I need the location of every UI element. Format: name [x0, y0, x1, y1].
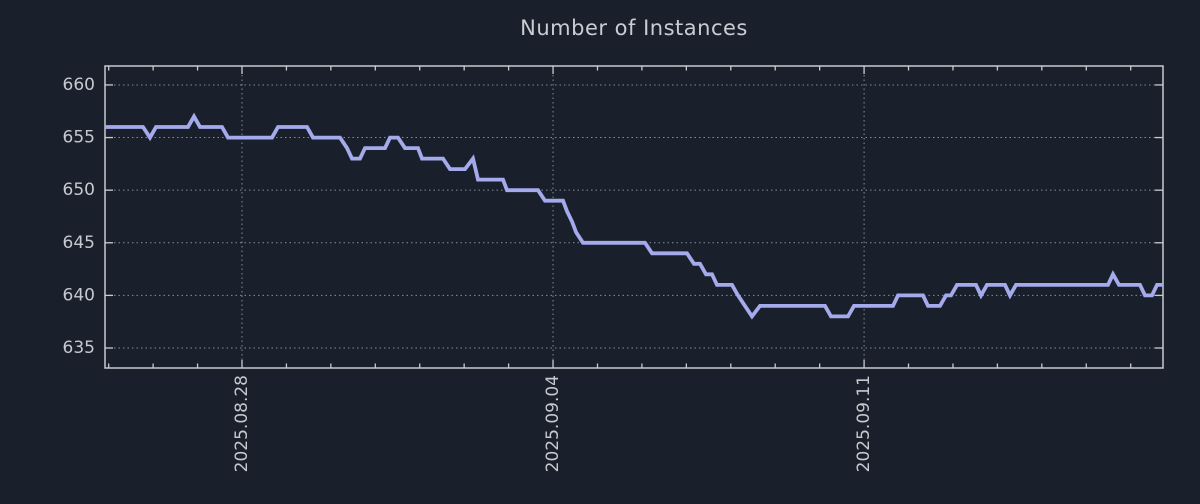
- y-tick-label-635: 635: [63, 338, 95, 358]
- grid-lines: [105, 66, 1163, 368]
- y-tick-label-655: 655: [63, 128, 95, 148]
- y-tick-label-660: 660: [63, 75, 95, 95]
- chart-title: Number of Instances: [520, 16, 748, 40]
- plot-border: [104, 65, 1164, 369]
- x-tick-labels: 2025.08.28 2025.09.04 2025.09.11: [232, 375, 874, 472]
- y-tick-label-640: 640: [63, 285, 95, 305]
- axis-ticks: [105, 66, 1163, 368]
- series-line: [105, 112, 1163, 320]
- y-tick-label-645: 645: [63, 233, 95, 253]
- x-tick-label-2025.08.28: 2025.08.28: [232, 375, 252, 472]
- x-tick-label-2025.09.11: 2025.09.11: [854, 375, 874, 472]
- y-tick-labels: 635 640 645 650 655 660: [63, 75, 95, 358]
- y-tick-label-650: 650: [63, 180, 95, 200]
- x-tick-label-2025.09.04: 2025.09.04: [543, 375, 563, 472]
